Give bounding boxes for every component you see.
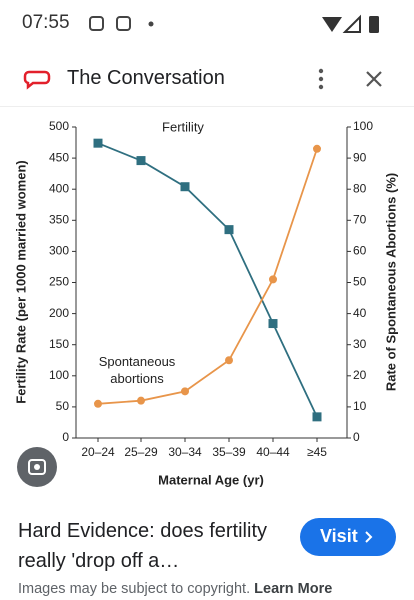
x-tick-label: 25–29 — [124, 445, 158, 459]
y2-tick-label: 40 — [353, 306, 367, 320]
data-point — [94, 399, 102, 408]
site-title: The Conversation — [67, 67, 225, 89]
y-tick-label: 300 — [49, 244, 69, 258]
status-icon — [116, 16, 131, 31]
y-tick-label: 50 — [56, 399, 70, 413]
series-line — [97, 142, 318, 418]
note-text: Images may be subject to copyright. — [18, 581, 251, 597]
y-tick-label: 0 — [62, 430, 69, 444]
y-tick-label: 450 — [49, 150, 69, 164]
y2-tick-label: 0 — [353, 430, 360, 444]
series-line — [97, 148, 318, 405]
annotation: Spontaneous abortions — [98, 354, 176, 386]
y2-axis-label: Rate of Spontaneous Abortions (%) — [383, 173, 398, 391]
y2-tick-label: 70 — [353, 212, 367, 226]
divider — [0, 106, 414, 107]
visit-button[interactable] — [300, 518, 396, 556]
data-point — [136, 156, 146, 166]
y-tick-label: 400 — [49, 181, 69, 195]
visit-label: Visit — [320, 526, 358, 546]
y2-tick-label: 50 — [353, 275, 367, 289]
y2-tick-label: 20 — [353, 368, 367, 382]
data-point — [313, 144, 321, 153]
x-tick-label: 30–34 — [168, 445, 202, 459]
x-tick-label: 20–24 — [81, 445, 115, 459]
y-tick-label: 150 — [49, 337, 69, 351]
x-axis-label: Maternal Age (yr) — [158, 472, 264, 487]
data-point — [268, 319, 278, 329]
y-tick-label: 350 — [49, 212, 69, 226]
y-tick-label: 500 — [49, 119, 69, 133]
data-point — [225, 356, 233, 365]
wifi-icon — [322, 17, 342, 32]
y2-tick-label: 30 — [353, 337, 367, 351]
data-point — [312, 412, 322, 422]
y2-tick-label: 80 — [353, 181, 367, 195]
y-axis-label: Fertility Rate (per 1000 married women) — [13, 160, 28, 403]
data-point — [224, 225, 234, 235]
y2-tick-label: 10 — [353, 399, 367, 413]
status-dot — [148, 21, 154, 27]
data-point — [181, 387, 189, 396]
lens-icon — [34, 464, 40, 470]
y-tick-label: 200 — [49, 306, 69, 320]
site-icon — [23, 70, 51, 90]
annotation: Fertility — [162, 119, 204, 134]
status-time: 07:55 — [22, 12, 70, 33]
data-point — [180, 182, 190, 192]
learn-more-link[interactable]: Learn More — [254, 581, 333, 597]
y2-tick-label: 100 — [353, 119, 373, 133]
close-button[interactable] — [366, 71, 382, 87]
status-icon — [89, 16, 104, 31]
result-title[interactable]: Hard Evidence: does fertility really 'dr… — [18, 520, 268, 572]
y-tick-label: 100 — [49, 368, 69, 382]
lens-icon — [28, 459, 46, 475]
x-tick-label: ≥45 — [307, 445, 327, 459]
chevron-icon — [365, 531, 373, 543]
y-tick-label: 250 — [49, 275, 69, 289]
copyright-note: Images may be subject to copyright. Lear… — [18, 581, 332, 597]
x-tick-label: 35–39 — [212, 445, 246, 459]
data-point — [137, 396, 145, 405]
menu-button[interactable] — [318, 68, 324, 90]
data-point — [93, 138, 103, 148]
x-tick-label: 40–44 — [256, 445, 290, 459]
y2-tick-label: 90 — [353, 150, 367, 164]
y2-tick-label: 60 — [353, 244, 367, 258]
battery-icon — [369, 16, 379, 33]
signal-icon — [342, 14, 361, 33]
data-point — [269, 275, 277, 284]
